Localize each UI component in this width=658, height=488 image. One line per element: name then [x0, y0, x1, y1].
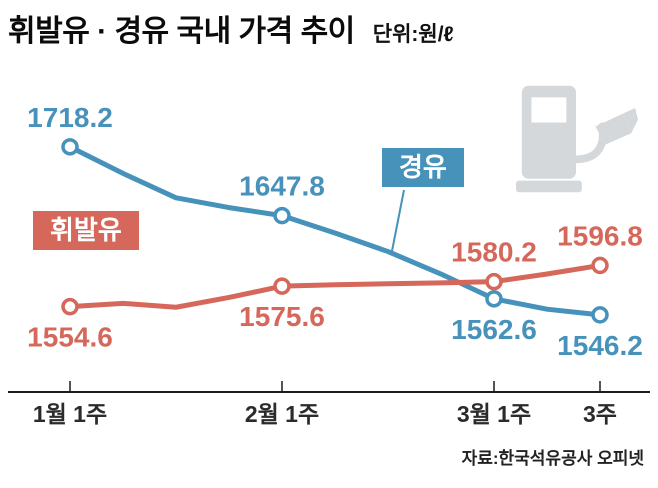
diesel-point-marker — [273, 206, 291, 225]
diesel-point-marker — [591, 306, 609, 324]
gasoline-value-label: 1596.8 — [557, 220, 643, 251]
x-tick-label: 3주 — [583, 401, 617, 427]
x-tick-label: 1월 1주 — [33, 401, 107, 427]
diesel-value-label: 1562.6 — [451, 314, 537, 345]
gasoline-line — [67, 262, 603, 310]
series-tag-diesel: 경유 — [382, 148, 464, 188]
fuel-pump-icon — [516, 85, 638, 193]
source-label: 자료:한국석유공사 오피넷 — [461, 449, 644, 468]
gasoline-value-label: 1575.6 — [239, 301, 325, 332]
pump-nozzle-spout — [622, 108, 638, 134]
diesel-line — [67, 144, 603, 318]
diesel-value-label: 1546.2 — [557, 330, 643, 361]
diesel-value-label: 1647.8 — [239, 171, 325, 202]
pump-screen — [531, 97, 567, 123]
unit-label: 단위:원/ℓ — [372, 23, 454, 46]
gasoline-point-marker — [591, 256, 609, 275]
gasoline-value-label: 1580.2 — [451, 237, 537, 268]
x-tick-label: 3월 1주 — [457, 401, 531, 427]
diesel-point-marker — [485, 290, 503, 308]
series-tag-gasoline: 휘발유 — [33, 211, 139, 251]
gasoline-point-marker — [485, 272, 503, 291]
diesel-tag-pointer — [391, 189, 405, 252]
chart-title: 휘발유 · 경유 국내 가격 추이 — [8, 15, 355, 48]
gasoline-point-marker — [61, 297, 79, 316]
gasoline-point-marker — [273, 277, 291, 295]
pump-nozzle — [595, 113, 632, 145]
gasoline-value-label: 1554.6 — [27, 322, 113, 353]
pump-base — [516, 180, 582, 193]
header: 휘발유 · 경유 국내 가격 추이 단위:원/ℓ — [8, 6, 454, 50]
diesel-point-marker — [61, 138, 79, 156]
diesel-value-label: 1718.2 — [27, 102, 113, 133]
x-tick-label: 2월 1주 — [245, 401, 319, 427]
